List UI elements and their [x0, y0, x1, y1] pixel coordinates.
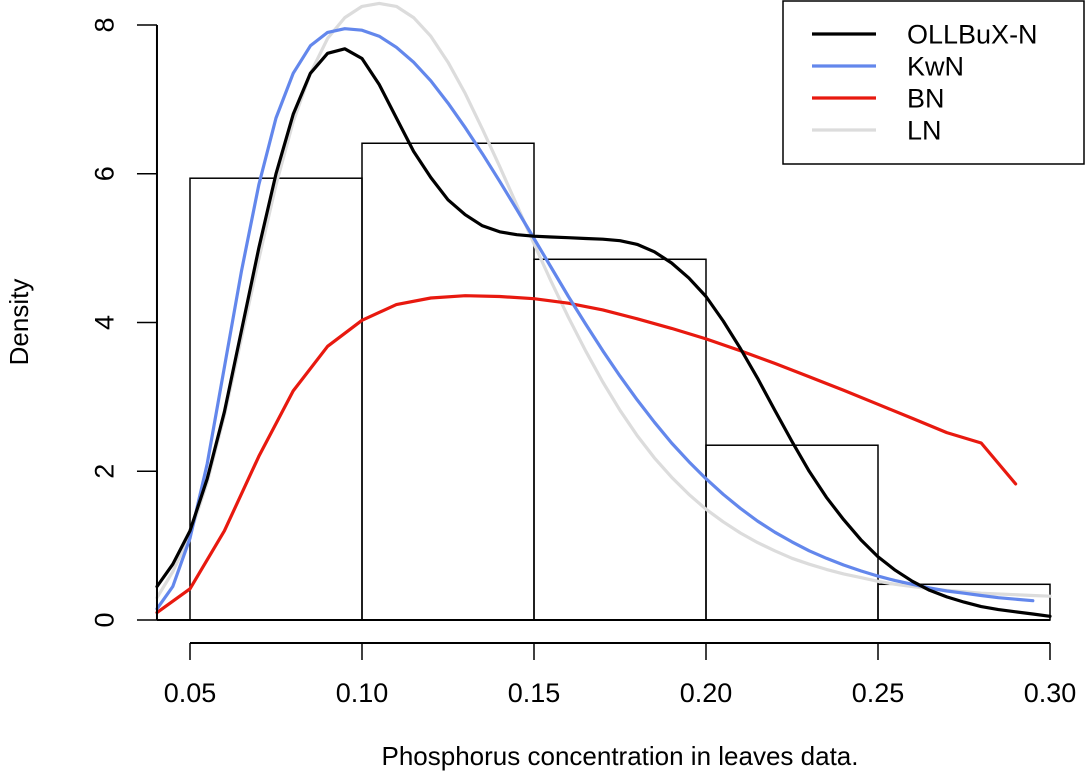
x-axis-title: Phosphorus concentration in leaves data. [382, 741, 859, 771]
legend-item-bn: BN [812, 84, 945, 114]
x-tick-label: 0.10 [336, 678, 389, 708]
x-tick-label: 0.15 [508, 678, 561, 708]
histogram-bar [361, 142, 535, 621]
legend-label: LN [907, 116, 942, 146]
y-tick-label: 0 [89, 612, 119, 627]
legend-item-ollbux-n: OLLBuX-N [812, 20, 1038, 50]
y-axis-title: Density [4, 279, 34, 366]
legend-box [782, 0, 1085, 165]
y-tick-label: 2 [89, 464, 119, 479]
histogram-bar [189, 177, 363, 621]
legend-label: KwN [907, 52, 964, 82]
y-axis: 0 2 4 6 8 [89, 17, 158, 628]
density-line-bn [155, 294, 1018, 615]
density-line-kwn [155, 27, 1035, 611]
x-axis: 0.05 0.10 0.15 0.20 0.25 0.30 [164, 642, 1077, 708]
legend-label: OLLBuX-N [907, 20, 1038, 50]
legend-label: BN [907, 84, 945, 114]
y-tick-label: 6 [89, 166, 119, 181]
density-lines [155, 1, 1052, 618]
y-tick-label: 4 [89, 315, 119, 330]
x-tick-label: 0.25 [852, 678, 905, 708]
density-line-ollbux-n [155, 47, 1052, 618]
legend-item-kwn: KwN [812, 52, 964, 82]
x-tick-label: 0.30 [1024, 678, 1077, 708]
legend-item-ln: LN [812, 116, 942, 146]
x-tick-label: 0.05 [164, 678, 217, 708]
y-tick-label: 8 [89, 17, 119, 32]
x-tick-label: 0.20 [680, 678, 733, 708]
histogram-bar [705, 444, 879, 621]
histogram-bars [189, 142, 1051, 621]
